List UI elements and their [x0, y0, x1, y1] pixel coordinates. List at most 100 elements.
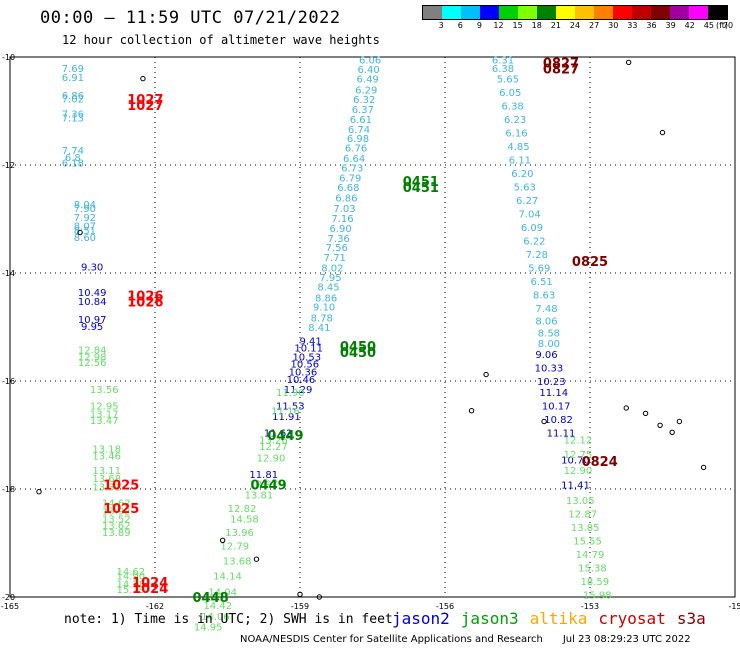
wave-height-point: 6.29: [355, 85, 377, 96]
wave-height-point: 8.06: [535, 317, 557, 328]
wave-height-point: 13.81: [245, 490, 274, 501]
wave-height-point: 7.95: [319, 273, 341, 284]
island-outline: [625, 59, 632, 66]
wave-height-point: 11.90: [276, 388, 305, 399]
chart-subtitle: 12 hour collection of altimeter wave hei…: [62, 33, 380, 47]
wave-height-point: 8.00: [538, 339, 560, 350]
island-outline: [642, 410, 649, 417]
pass-time-label: 0824: [582, 455, 618, 470]
wave-height-point: 14.95: [194, 623, 223, 634]
wave-height-point: 11.41: [561, 481, 590, 492]
wave-height-point: 9.41: [300, 337, 322, 348]
wave-height-point: 6.64: [343, 154, 365, 165]
credit-text: NOAA/NESDIS Center for Satellite Applica…: [240, 634, 543, 645]
satellite-jason3: jason3: [460, 609, 519, 628]
island-outline: [483, 371, 489, 378]
wave-height-point: 10.56: [291, 360, 320, 371]
wave-height-point: 13.17: [90, 409, 119, 420]
y-tick-label: -14: [2, 269, 15, 278]
legend-label: 42: [684, 21, 695, 30]
legend-label: 18: [531, 21, 542, 30]
wave-height-point: 6.38: [502, 102, 524, 113]
wave-height-point: 7.03: [333, 204, 355, 215]
wave-height-point: 12.56: [78, 358, 107, 369]
wave-height-point: 12.12: [564, 435, 593, 446]
legend-label: 24: [569, 21, 581, 30]
legend-label: 9: [476, 21, 482, 30]
legend-swatch-15: [708, 6, 727, 19]
island-outline: [669, 429, 675, 435]
wave-height-point: 5.63: [514, 183, 536, 194]
island-outline: [468, 408, 475, 414]
wave-height-point: 13.96: [225, 528, 254, 539]
wave-height-point: 10.46: [287, 375, 316, 386]
wave-height-point: 6.23: [504, 115, 526, 126]
legend-swatch-8: [575, 6, 594, 19]
wave-height-point: 11.81: [249, 470, 278, 481]
wave-height-point: 6.22: [523, 237, 545, 248]
wave-height-point: 6.76: [345, 144, 367, 155]
wave-height-point: 12.90: [257, 454, 286, 465]
wave-height-point: 7.02: [62, 95, 84, 106]
wave-height-point: 13.56: [90, 385, 119, 396]
pass-time-label: 0449: [267, 429, 303, 444]
wave-height-point: 6.86: [335, 193, 357, 204]
legend-label: 45: [703, 21, 714, 30]
wave-height-point: 6.18: [62, 158, 84, 169]
wave-height-point: 6.38: [492, 64, 514, 75]
credit-line: NOAA/NESDIS Center for Satellite Applica…: [240, 634, 691, 645]
wave-height-point: 12.90: [564, 466, 593, 477]
wave-height-point: 13.68: [92, 474, 121, 485]
wave-height-point: 15.29: [117, 585, 146, 596]
wave-height-point: 14.79: [576, 550, 605, 561]
wave-height-point: 6.68: [337, 183, 359, 194]
wave-height-point: 6.90: [329, 224, 351, 235]
wave-height-point: 12.27: [259, 442, 288, 453]
wave-height-point: 10.11: [294, 344, 323, 355]
pass-time-label: 1026: [127, 290, 163, 305]
x-tick-label: -165: [1, 602, 19, 611]
island-outline: [657, 422, 663, 428]
satellite-altika: altika: [529, 609, 588, 628]
pass-time-label: 1027: [127, 99, 163, 114]
wave-height-point: 13.47: [90, 416, 119, 427]
wave-height-point: 7.48: [535, 304, 557, 315]
wave-height-point: 12.79: [220, 542, 249, 553]
wave-height-point: 8.02: [321, 264, 343, 275]
wave-height-point: 15.38: [578, 563, 607, 574]
wave-height-point: 14.62: [117, 567, 146, 578]
legend-label: 21: [550, 21, 561, 30]
wave-height-point: 9.06: [535, 350, 557, 361]
island-outline: [676, 418, 683, 425]
legend-swatch-12: [651, 6, 670, 19]
legend-swatch-14: [689, 6, 708, 19]
wave-height-point: 10.17: [542, 401, 571, 412]
wave-height-point: 10.70: [561, 455, 590, 466]
legend-swatch-0: [423, 6, 442, 19]
legend-label: 27: [589, 21, 600, 30]
y-tick-label: -10: [2, 53, 15, 62]
wave-height-point: 10.97: [78, 315, 107, 326]
wave-height-point: 12.95: [90, 401, 119, 412]
satellite-jason2: jason2: [392, 609, 450, 628]
wave-height-point: 6.74: [348, 125, 370, 136]
wave-height-point: 6.86: [62, 91, 84, 102]
wave-height-point: 8.63: [533, 291, 555, 302]
color-scale-legend: [422, 5, 728, 20]
wave-height-point: 6.91: [62, 73, 84, 84]
wave-height-point: 8.07: [74, 221, 96, 232]
wave-height-point: 11.91: [272, 412, 301, 423]
wave-height-point: 7.13: [62, 113, 84, 124]
wave-height-point: 6.27: [516, 196, 538, 207]
wave-height-point: 6.79: [339, 173, 361, 184]
pass-time-label: 0450: [340, 346, 376, 361]
island-outline: [541, 418, 547, 425]
wave-height-point: 7.74: [62, 146, 84, 157]
wave-height-point: 7.69: [62, 64, 84, 75]
wave-height-point: 7.04: [518, 210, 540, 221]
x-tick-label: -162: [146, 602, 164, 611]
wave-height-point: 13.18: [92, 445, 121, 456]
wave-height-point: 7.56: [326, 243, 348, 254]
wave-height-point: 8.86: [315, 293, 337, 304]
